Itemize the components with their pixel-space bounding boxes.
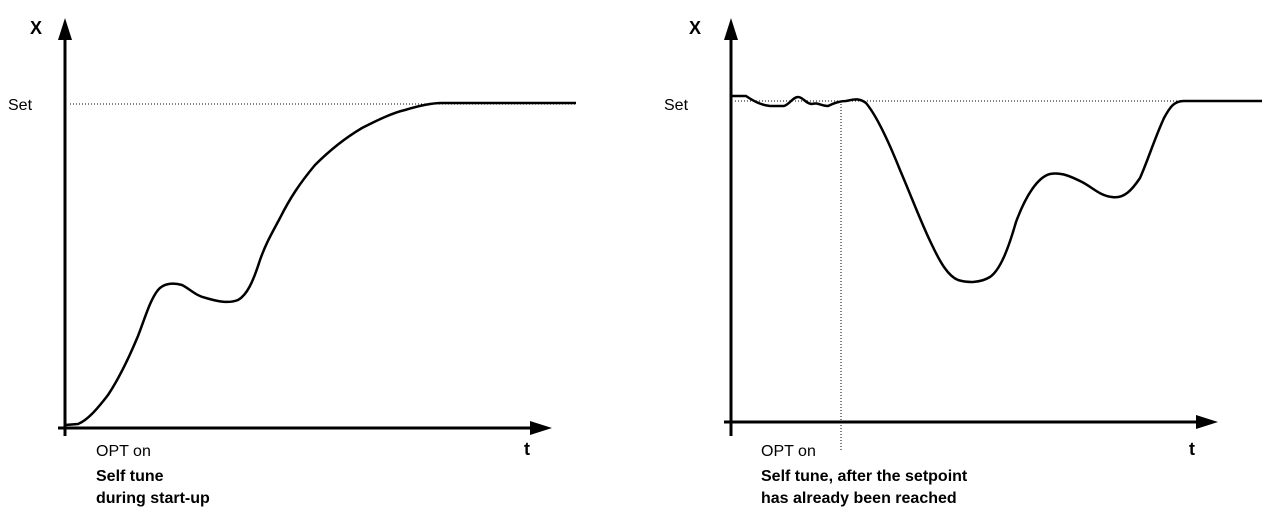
caption-line-2: has already been reached <box>761 490 957 507</box>
x-axis-arrowhead <box>530 421 552 435</box>
caption-line-2: during start-up <box>96 490 210 507</box>
y-axis-arrowhead <box>724 18 738 40</box>
x-axis-label: t <box>1189 439 1195 459</box>
process-value-curve <box>731 94 1262 284</box>
y-axis-arrowhead <box>58 18 72 40</box>
caption-line-1: Self tune, after the setpoint <box>761 468 968 485</box>
caption-line-1: Self tune <box>96 468 164 485</box>
panel-after-setpoint: X Set t OPT on Self tune, after the setp… <box>664 18 1262 507</box>
y-axis-label: X <box>689 18 701 38</box>
event-label: OPT on <box>761 443 816 460</box>
panel-startup: X Set t OPT on Self tune during start-up <box>8 18 576 507</box>
process-value-curve <box>64 101 576 427</box>
y-axis-label: X <box>30 18 42 38</box>
x-axis-arrowhead <box>1196 415 1218 429</box>
setpoint-label: Set <box>8 97 33 114</box>
setpoint-label: Set <box>664 97 689 114</box>
x-axis-label: t <box>524 439 530 459</box>
event-label: OPT on <box>96 443 151 460</box>
